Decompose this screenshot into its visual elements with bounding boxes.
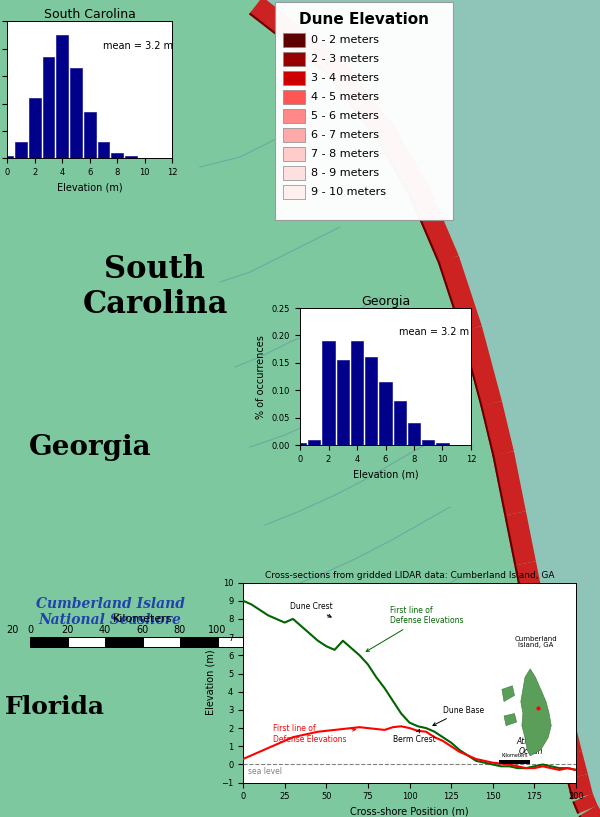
- Polygon shape: [524, 611, 559, 667]
- Text: 60: 60: [136, 625, 149, 635]
- Bar: [1, 156, 13, 158]
- Polygon shape: [566, 779, 574, 799]
- Bar: [143, 637, 180, 647]
- Y-axis label: % of occurrences: % of occurrences: [256, 335, 266, 418]
- Polygon shape: [538, 666, 553, 717]
- Polygon shape: [551, 711, 582, 757]
- Bar: [67, 637, 105, 647]
- Text: 2 - 3 meters: 2 - 3 meters: [311, 54, 379, 64]
- Bar: [283, 109, 305, 123]
- Polygon shape: [493, 455, 506, 516]
- Bar: [180, 637, 218, 647]
- Bar: [394, 401, 406, 445]
- Text: 5 - 6 meters: 5 - 6 meters: [311, 111, 379, 121]
- Text: Island, GA: Island, GA: [518, 642, 553, 648]
- Bar: [30, 637, 67, 647]
- Text: Dune Base: Dune Base: [433, 706, 484, 725]
- Polygon shape: [505, 516, 517, 565]
- Bar: [283, 128, 305, 142]
- Polygon shape: [461, 326, 502, 407]
- Text: Berm Crest: Berm Crest: [393, 730, 436, 743]
- Bar: [308, 440, 320, 445]
- Polygon shape: [374, 125, 428, 196]
- Polygon shape: [560, 756, 569, 779]
- Bar: [112, 153, 123, 158]
- Polygon shape: [578, 815, 586, 817]
- Text: Dune Elevation: Dune Elevation: [299, 12, 429, 27]
- X-axis label: Elevation (m): Elevation (m): [353, 470, 418, 480]
- Bar: [283, 33, 305, 47]
- Bar: [294, 443, 306, 445]
- Polygon shape: [514, 561, 546, 615]
- Polygon shape: [409, 185, 458, 264]
- Polygon shape: [249, 0, 343, 76]
- Polygon shape: [566, 774, 593, 799]
- Title: South Carolina: South Carolina: [44, 8, 136, 21]
- Bar: [70, 68, 82, 158]
- Text: 0 - 2 meters: 0 - 2 meters: [311, 35, 379, 45]
- Text: 20: 20: [6, 625, 18, 635]
- Text: Kilometers: Kilometers: [113, 614, 172, 624]
- Bar: [283, 166, 305, 180]
- Bar: [337, 360, 349, 445]
- Text: 7 - 8 meters: 7 - 8 meters: [311, 149, 379, 159]
- Text: mean = 3.2 m: mean = 3.2 m: [103, 41, 173, 51]
- Text: 3 - 4 meters: 3 - 4 meters: [311, 73, 379, 83]
- Text: 100: 100: [208, 625, 227, 635]
- X-axis label: Elevation (m): Elevation (m): [57, 183, 122, 193]
- Text: 80: 80: [174, 625, 186, 635]
- Bar: [283, 71, 305, 85]
- Text: 9 - 10 meters: 9 - 10 meters: [311, 187, 386, 197]
- Bar: [436, 443, 449, 445]
- Bar: [408, 423, 420, 445]
- Bar: [499, 760, 530, 765]
- Text: 40: 40: [99, 625, 111, 635]
- Text: 6 - 7 meters: 6 - 7 meters: [311, 130, 379, 140]
- Bar: [56, 35, 68, 158]
- Polygon shape: [572, 793, 598, 814]
- Text: Florida: Florida: [5, 695, 105, 719]
- X-axis label: Cross-shore Position (m): Cross-shore Position (m): [350, 807, 469, 817]
- Bar: [275, 2, 453, 220]
- Text: Cumberland: Cumberland: [514, 636, 557, 642]
- Bar: [283, 90, 305, 104]
- Bar: [125, 156, 137, 158]
- Text: First line of
Defense Elevations: First line of Defense Elevations: [273, 725, 356, 743]
- Bar: [43, 57, 54, 158]
- Bar: [379, 382, 392, 445]
- Text: 4 - 5 meters: 4 - 5 meters: [311, 92, 379, 102]
- Text: N: N: [541, 613, 555, 631]
- Polygon shape: [504, 713, 517, 725]
- Polygon shape: [438, 262, 463, 333]
- Polygon shape: [521, 669, 551, 756]
- Polygon shape: [538, 661, 572, 717]
- Polygon shape: [578, 805, 600, 817]
- Bar: [84, 112, 95, 158]
- Polygon shape: [249, 12, 330, 76]
- Title: Cross-sections from gridded LIDAR data: Cumberland Island, GA: Cross-sections from gridded LIDAR data: …: [265, 571, 554, 580]
- Polygon shape: [481, 406, 494, 456]
- Text: 20: 20: [61, 625, 74, 635]
- Text: Dune Crest: Dune Crest: [290, 602, 332, 617]
- Text: 0: 0: [27, 625, 33, 635]
- Polygon shape: [502, 685, 515, 702]
- Bar: [351, 341, 363, 445]
- Text: First line of
Defense Elevations: First line of Defense Elevations: [366, 606, 463, 651]
- Bar: [283, 185, 305, 199]
- Bar: [218, 637, 255, 647]
- Polygon shape: [461, 331, 482, 407]
- Text: Kilometers: Kilometers: [501, 753, 528, 758]
- Bar: [15, 142, 27, 158]
- Polygon shape: [505, 511, 536, 565]
- Polygon shape: [514, 565, 526, 615]
- Bar: [98, 142, 109, 158]
- Polygon shape: [560, 751, 588, 779]
- Bar: [365, 357, 377, 445]
- Text: Cumberland Island
National Seashore: Cumberland Island National Seashore: [35, 597, 185, 627]
- Polygon shape: [493, 451, 526, 516]
- Text: mean = 3.2 m: mean = 3.2 m: [399, 328, 469, 337]
- Text: South
Carolina: South Carolina: [82, 253, 228, 320]
- Text: Atlantic
Ocean: Atlantic Ocean: [517, 737, 545, 757]
- Polygon shape: [260, 0, 600, 817]
